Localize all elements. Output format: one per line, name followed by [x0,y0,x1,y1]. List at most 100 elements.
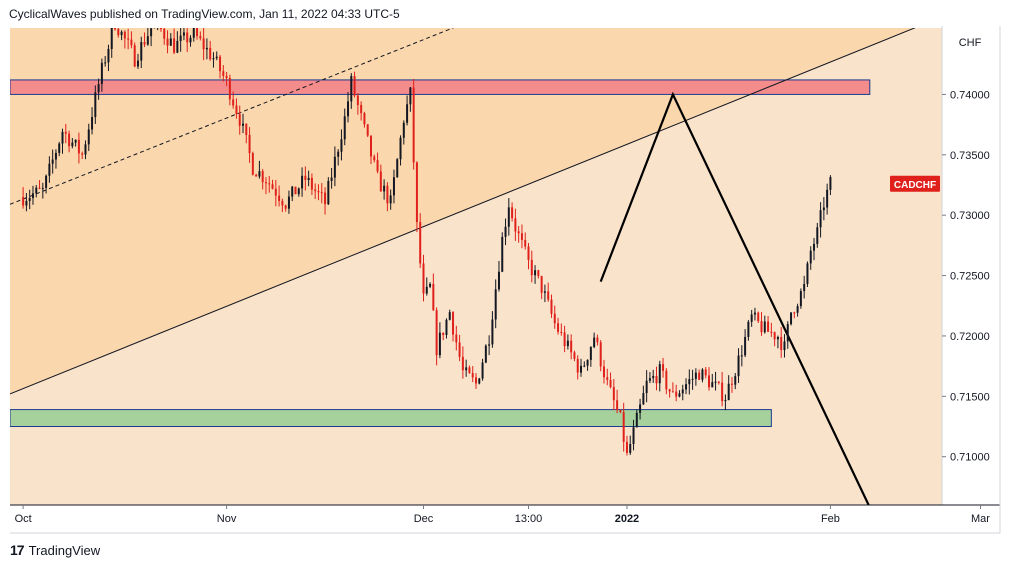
candle-body [219,56,222,72]
candle-body [402,122,405,138]
candle-body [599,342,602,367]
symbol-badge-label: CADCHF [894,180,936,191]
candle [81,151,84,159]
candle-body [790,312,793,325]
candle-body [91,117,94,130]
candle-body [665,370,668,390]
candle [163,28,166,45]
candle-body [494,289,497,320]
candle-body [507,207,510,227]
candle [248,127,251,163]
candle [740,345,743,367]
candle-body [45,175,48,188]
candle [87,123,90,152]
candle-body [327,180,330,205]
candle-body [186,32,189,43]
candle-body [363,113,366,125]
candle [685,378,688,395]
candle-body [442,332,445,336]
candle-body [793,312,796,314]
candle [432,273,435,311]
candle-body [264,182,267,184]
candle-body [74,139,77,143]
candle [199,31,202,41]
candle [71,137,74,149]
candle-body [87,129,90,145]
candle [415,161,418,233]
candle [51,149,54,174]
candle-body [159,28,162,29]
y-tick-label: 0.74000 [950,89,990,101]
candle-body [632,427,635,445]
x-tick-label: Feb [821,513,840,525]
candle [140,36,143,69]
candle [192,28,195,42]
candle-body [274,188,277,196]
candle [616,389,619,414]
candle-body [602,366,605,378]
candle [543,284,546,303]
tradingview-branding: 17 TradingView [10,542,100,558]
candle-body [314,189,317,192]
y-tick-label: 0.71000 [950,452,990,464]
candle [724,394,727,411]
candle [767,315,770,332]
candle [425,277,428,296]
candle-body [123,31,126,39]
candle-body [84,144,87,155]
candle-body [51,159,54,164]
candle [786,321,789,349]
y-tick-label: 0.73500 [950,150,990,162]
candle [813,237,816,261]
candle-body [81,153,84,155]
candle-body [527,246,530,260]
candle [445,318,448,339]
candle [38,180,41,190]
candle [130,31,133,49]
candle [465,359,468,377]
candle-body [471,373,474,378]
candle-body [196,28,199,37]
candle-body [64,131,67,134]
candle [639,398,642,420]
x-tick-label: Oct [15,513,32,525]
candle-body [557,323,560,332]
candle-body [622,412,625,442]
candle-body [212,58,215,60]
candle-body [287,196,290,209]
candle-body [294,186,297,195]
candle [104,56,107,67]
candle [599,340,602,372]
candle [228,74,231,106]
candle [708,367,710,391]
support-zone [10,409,772,428]
candle-body [104,62,107,64]
candle [186,28,189,52]
candle [504,218,507,246]
candle [606,368,609,386]
candle [419,213,422,269]
candle [730,377,733,393]
candle-body [157,19,159,20]
candle [501,232,504,273]
candle-body [796,306,799,313]
candle-body [629,444,632,453]
candle-body [353,76,356,96]
candle-body [586,359,589,366]
candle-body [419,222,422,264]
candle [520,224,523,249]
candle-body [333,156,336,178]
candle-body [41,187,44,189]
candle-body [570,340,573,353]
candle-body [209,47,212,60]
candle [360,101,363,121]
candle-body [671,391,674,393]
candle [517,226,520,243]
candle-body [366,124,369,136]
resistance-zone [10,79,871,95]
candle-body [704,369,707,376]
candle [491,311,494,348]
candle [793,311,796,319]
candle-body [360,104,363,114]
